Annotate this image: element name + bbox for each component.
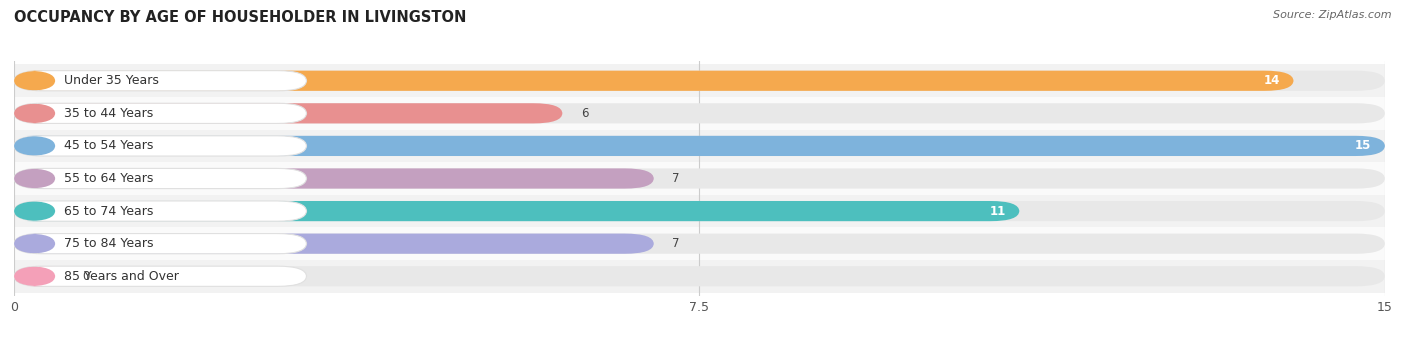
FancyBboxPatch shape bbox=[14, 71, 307, 91]
FancyBboxPatch shape bbox=[14, 234, 654, 254]
Text: 35 to 44 Years: 35 to 44 Years bbox=[65, 107, 153, 120]
FancyBboxPatch shape bbox=[14, 103, 1385, 123]
FancyBboxPatch shape bbox=[14, 266, 73, 286]
Text: OCCUPANCY BY AGE OF HOUSEHOLDER IN LIVINGSTON: OCCUPANCY BY AGE OF HOUSEHOLDER IN LIVIN… bbox=[14, 10, 467, 25]
Bar bbox=[14, 130, 1385, 162]
FancyBboxPatch shape bbox=[14, 266, 55, 286]
Bar bbox=[14, 227, 1385, 260]
FancyBboxPatch shape bbox=[14, 168, 654, 189]
FancyBboxPatch shape bbox=[14, 266, 1385, 286]
Text: 55 to 64 Years: 55 to 64 Years bbox=[65, 172, 153, 185]
FancyBboxPatch shape bbox=[14, 168, 307, 189]
Bar bbox=[14, 195, 1385, 227]
Text: 7: 7 bbox=[672, 172, 679, 185]
FancyBboxPatch shape bbox=[14, 201, 307, 221]
FancyBboxPatch shape bbox=[14, 201, 55, 221]
Text: 6: 6 bbox=[581, 107, 588, 120]
FancyBboxPatch shape bbox=[14, 103, 55, 123]
FancyBboxPatch shape bbox=[14, 136, 1385, 156]
FancyBboxPatch shape bbox=[14, 168, 1385, 189]
FancyBboxPatch shape bbox=[14, 201, 1019, 221]
FancyBboxPatch shape bbox=[14, 168, 55, 189]
FancyBboxPatch shape bbox=[14, 71, 1385, 91]
Text: Source: ZipAtlas.com: Source: ZipAtlas.com bbox=[1274, 10, 1392, 20]
FancyBboxPatch shape bbox=[14, 234, 307, 254]
Bar bbox=[14, 162, 1385, 195]
FancyBboxPatch shape bbox=[14, 71, 1294, 91]
FancyBboxPatch shape bbox=[14, 234, 1385, 254]
FancyBboxPatch shape bbox=[14, 136, 55, 156]
FancyBboxPatch shape bbox=[14, 266, 307, 286]
FancyBboxPatch shape bbox=[14, 103, 307, 123]
FancyBboxPatch shape bbox=[14, 234, 55, 254]
Bar bbox=[14, 97, 1385, 130]
FancyBboxPatch shape bbox=[14, 71, 55, 91]
Text: 0: 0 bbox=[83, 270, 90, 283]
FancyBboxPatch shape bbox=[14, 103, 562, 123]
Bar bbox=[14, 260, 1385, 292]
FancyBboxPatch shape bbox=[14, 136, 307, 156]
Text: 65 to 74 Years: 65 to 74 Years bbox=[65, 205, 153, 218]
Text: 14: 14 bbox=[1264, 74, 1279, 87]
Text: 75 to 84 Years: 75 to 84 Years bbox=[65, 237, 153, 250]
FancyBboxPatch shape bbox=[14, 136, 1385, 156]
Text: 7: 7 bbox=[672, 237, 679, 250]
Bar bbox=[14, 65, 1385, 97]
FancyBboxPatch shape bbox=[14, 201, 1385, 221]
Text: Under 35 Years: Under 35 Years bbox=[65, 74, 159, 87]
Text: 45 to 54 Years: 45 to 54 Years bbox=[65, 139, 153, 152]
Text: 15: 15 bbox=[1355, 139, 1371, 152]
Text: 11: 11 bbox=[990, 205, 1005, 218]
Text: 85 Years and Over: 85 Years and Over bbox=[65, 270, 179, 283]
